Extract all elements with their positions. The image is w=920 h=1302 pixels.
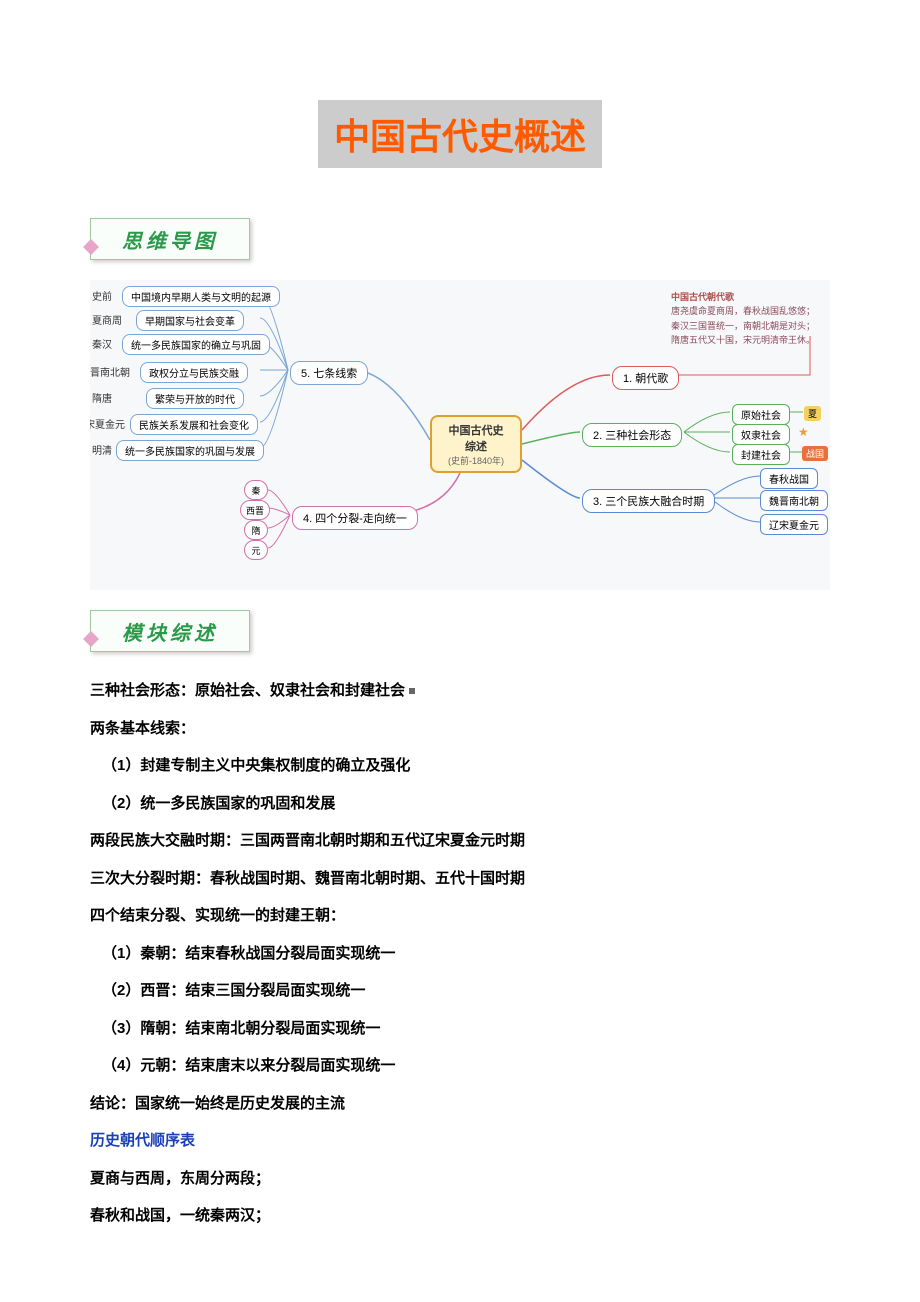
desc-5: 繁荣与开放的时代 [146,388,244,409]
desc-1: 中国境内早期人类与文明的起源 [122,286,280,307]
bullet-marker [409,688,415,694]
section-banner-summary: 模块综述 [90,610,250,652]
desc-4: 政权分立与民族交融 [140,362,248,383]
content-line-14: 夏商与西周，东周分两段； [90,1160,830,1198]
content-line-4: （2）统一多民族国家的巩固和发展 [90,785,830,823]
node-4: 4. 四个分裂-走向统一 [292,506,418,530]
content-line-15: 春秋和战国，一统秦两汉； [90,1197,830,1235]
society-2: 奴隶社会 [732,424,790,445]
dynasty-2: 西晋 [240,500,270,520]
period-4: 三国两晋南北朝 [90,364,130,379]
period-2: 夏商周 [92,312,122,327]
desc-7: 统一多民族国家的巩固与发展 [116,440,264,461]
tiny-1: 夏 [804,406,821,421]
content-line-11: （4）元朝：结束唐末以来分裂局面实现统一 [90,1047,830,1085]
desc-3: 统一多民族国家的确立与巩固 [122,334,270,355]
fusion-1: 春秋战国 [760,468,818,489]
poem-line-3: 隋唐五代又十国，宋元明清帝王休。 [671,333,815,347]
center-line2: 综述 [465,438,487,454]
content-line-7: 四个结束分裂、实现统一的封建王朝： [90,897,830,935]
banner-text: 思维导图 [122,225,218,254]
dynasty-poem: 中国古代朝代歌 唐尧虞命夏商周，春秋战国乱悠悠； 秦汉三国晋统一，南朝北朝是对头… [671,290,815,348]
poem-line-2: 秦汉三国晋统一，南朝北朝是对头； [671,319,815,333]
period-6: 辽宋夏金元 [90,416,125,431]
content-line-8: （1）秦朝：结束春秋战国分裂局面实现统一 [90,935,830,973]
content-body: 三种社会形态：原始社会、奴隶社会和封建社会 两条基本线索： （1）封建专制主义中… [90,672,830,1235]
fusion-3: 辽宋夏金元 [760,514,828,535]
desc-2: 早期国家与社会变革 [136,310,244,331]
node-5: 5. 七条线索 [290,361,368,385]
mindmap-center-node: 中国古代史 综述 (史前-1840年) [430,415,522,473]
society-1: 原始社会 [732,404,790,425]
poem-line-1: 唐尧虞命夏商周，春秋战国乱悠悠； [671,304,815,318]
mindmap-diagram: 中国古代史 综述 (史前-1840年) 5. 七条线索 4. 四个分裂-走向统一… [90,280,830,590]
star-icon: ★ [794,424,813,440]
content-line-5: 两段民族大交融时期：三国两晋南北朝时期和五代辽宋夏金元时期 [90,822,830,860]
dynasty-4: 元 [244,540,268,560]
banner-text-2: 模块综述 [122,617,218,646]
node-2: 2. 三种社会形态 [582,423,682,447]
period-3: 秦汉 [92,336,112,351]
desc-6: 民族关系发展和社会变化 [130,414,258,435]
section-banner-mindmap: 思维导图 [90,218,250,260]
content-line-10: （3）隋朝：结束南北朝分裂局面实现统一 [90,1010,830,1048]
content-line-1: 三种社会形态：原始社会、奴隶社会和封建社会 [90,672,830,710]
fusion-2: 魏晋南北朝 [760,490,828,511]
period-5: 隋唐 [92,390,112,405]
society-3: 封建社会 [732,444,790,465]
period-1: 史前 [92,288,112,303]
dynasty-3: 隋 [244,520,268,540]
content-line-9: （2）西晋：结束三国分裂局面实现统一 [90,972,830,1010]
content-line-6: 三次大分裂时期：春秋战国时期、魏晋南北朝时期、五代十国时期 [90,860,830,898]
content-line-13: 历史朝代顺序表 [90,1122,830,1160]
poem-title: 中国古代朝代歌 [671,290,815,304]
tiny-2: 战国 [802,446,828,461]
center-sub: (史前-1840年) [448,454,504,467]
period-7: 明清 [92,442,112,457]
center-line1: 中国古代史 [449,422,504,438]
content-line-12: 结论：国家统一始终是历史发展的主流 [90,1085,830,1123]
content-line-2: 两条基本线索： [90,710,830,748]
node-3: 3. 三个民族大融合时期 [582,489,715,513]
document-title: 中国古代史概述 [318,100,602,168]
document-title-container: 中国古代史概述 [90,100,830,168]
dynasty-1: 秦 [244,480,268,500]
content-line-3: （1）封建专制主义中央集权制度的确立及强化 [90,747,830,785]
node-1: 1. 朝代歌 [612,366,679,390]
